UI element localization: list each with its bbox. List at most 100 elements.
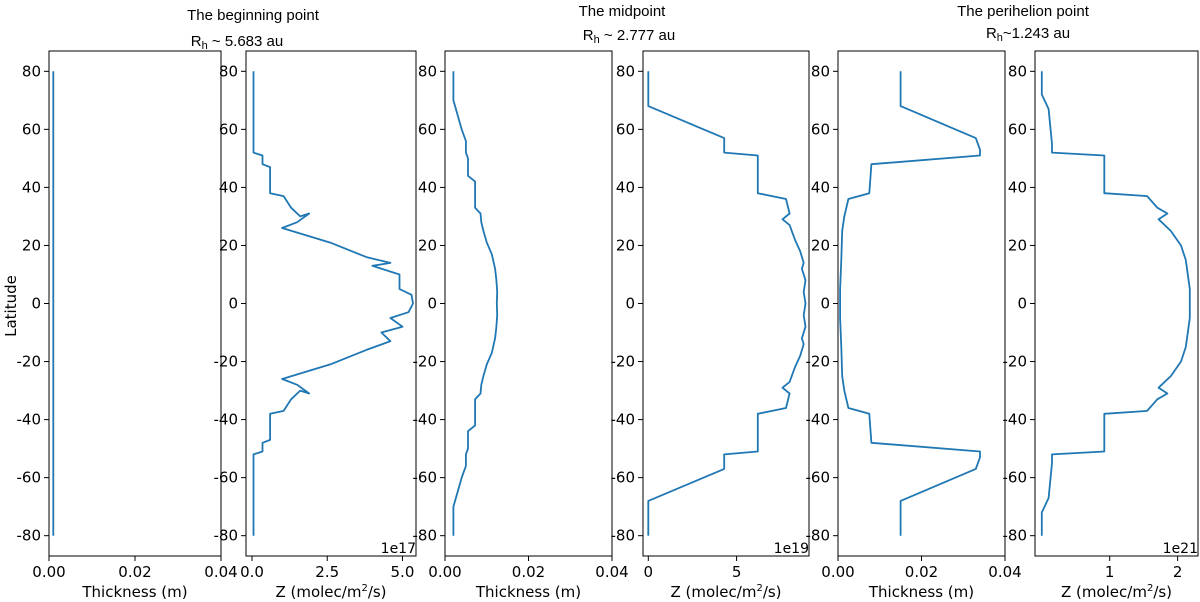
panel-3-ytick-label: 0 [427, 295, 437, 313]
panel-3-ytick-label: 80 [418, 62, 437, 80]
panel-5-series-line [839, 71, 981, 536]
panel-1-ytick-label: 80 [22, 62, 41, 80]
panel-1-ytick-label: 40 [22, 178, 41, 196]
panel-5-xlabel: Thickness (m) [868, 583, 974, 601]
panel-3-series-line [452, 71, 499, 536]
title-midpoint-line2: Rh ~ 2.777 au [583, 27, 675, 46]
panel-1-ytick-label: -20 [17, 353, 42, 371]
panel-4-ytick-label: 20 [616, 236, 635, 254]
panel-6-ytick-label: 20 [1008, 236, 1027, 254]
title-midpoint-sub: h [594, 34, 600, 46]
panel-4-ytick-label: -20 [611, 353, 636, 371]
panel-2-xtick-label: 5.0 [391, 563, 415, 581]
panel-2-xtick-label: 0.0 [240, 563, 264, 581]
panel-1: 80 60 40 20 0 -20 -40 -60 -80 0.00 0.02 0.04 Thickne… [17, 50, 238, 601]
panel-5-xtick-label: 0.00 [821, 563, 854, 581]
panel-2: 80 60 40 20 0 -20 -40 -60 -800.0 2.5 5.0 Z (molec/m… [214, 50, 417, 601]
panel-4-ytick-label: 60 [616, 120, 635, 138]
panel-5-ytick-label: -40 [806, 411, 831, 429]
panel-2-ytick-label: -40 [214, 411, 239, 429]
panel-4-ytick-label: -40 [611, 411, 636, 429]
panel-2-ytick-label: -80 [214, 527, 239, 545]
panel-1-ytick-label: 20 [22, 236, 41, 254]
panel-1-ytick-label: -40 [17, 411, 42, 429]
panel-5-ytick-label: -80 [806, 527, 831, 545]
panel-6-ytick-label: 0 [1017, 295, 1027, 313]
panel-2-ytick-label: -60 [214, 469, 239, 487]
panel-6-series-line [1040, 71, 1191, 536]
panel-5: 80 60 40 20 0 -20 -40 -60 -80 0.00 0.02 0.04 Thickne… [806, 50, 1022, 601]
panel-5-ytick-label: -20 [806, 353, 831, 371]
panel-4-frame [642, 50, 810, 557]
panel-4-ytick-label: -80 [611, 527, 636, 545]
panel-1-ytick-label: 0 [31, 295, 41, 313]
panel-3-xlabel: Thickness (m) [475, 583, 581, 601]
panel-3-xtick-label: 0.04 [595, 563, 628, 581]
panel-2-ytick-label: 60 [219, 120, 238, 138]
title-midpoint-value: ~ 2.777 au [600, 27, 675, 44]
panel-5-ytick-label: -60 [806, 469, 831, 487]
title-beginning-line1: The beginning point [187, 7, 320, 24]
title-perihelion-value: ~1.243 au [1003, 25, 1070, 42]
panel-5-ytick-label: 60 [811, 120, 830, 138]
panel-6-xtick-label: 2 [1173, 563, 1183, 581]
panel-6-frame [1034, 50, 1199, 557]
panel-3-ytick-label: -80 [413, 527, 438, 545]
panel-4-ytick-label: 40 [616, 178, 635, 196]
panel-1-xtick-label: 0.00 [32, 563, 65, 581]
panel-5-frame [837, 50, 1006, 557]
panel-3-xtick-label: 0.00 [428, 563, 461, 581]
panel-6-ytick-label: 40 [1008, 178, 1027, 196]
panel-3-frame [444, 50, 613, 557]
panel-6-offset-label: 1e21 [1163, 541, 1198, 557]
panel-5-ytick-label: 80 [811, 62, 830, 80]
title-perihelion-line1: The perihelion point [957, 3, 1090, 20]
panel-4-xlabel: Z (molec/m2/s) [670, 583, 781, 601]
panel-6-xtick-label: 1 [1105, 563, 1115, 581]
panel-1-ytick-label: 60 [22, 120, 41, 138]
title-midpoint-line1: The midpoint [579, 3, 667, 20]
panel-2-ytick-label: -20 [214, 353, 239, 371]
panel-4: 80 60 40 20 0 -20 -40 -60 -80 0 5 Z (molec/m2/s) 1e1… [611, 50, 810, 601]
panel-6-ytick-label: -40 [1003, 411, 1028, 429]
title-beginning-r: R [191, 33, 202, 50]
panel-3-ytick-label: -60 [413, 469, 438, 487]
panel-1-xtick-label: 0.02 [118, 563, 151, 581]
panel-5-xtick-label: 0.04 [988, 563, 1021, 581]
panel-3-ytick-label: -20 [413, 353, 438, 371]
panel-3-ytick-label: 60 [418, 120, 437, 138]
panel-3-ytick-label: 40 [418, 178, 437, 196]
panel-4-offset-label: 1e19 [774, 541, 809, 557]
panel-5-xtick-label: 0.02 [905, 563, 938, 581]
panel-4-xtick-label: 0 [644, 563, 654, 581]
panel-4-xtick-label: 5 [732, 563, 742, 581]
panel-2-offset-label: 1e17 [381, 541, 416, 557]
title-perihelion-line2: Rh~1.243 au [986, 25, 1070, 44]
panel-6-ytick-label: 80 [1008, 62, 1027, 80]
panel-2-ytick-label: 20 [219, 236, 238, 254]
panel-3-xtick-label: 0.02 [512, 563, 545, 581]
title-beginning-value: ~ 5.683 au [208, 33, 283, 50]
panel-1-frame [48, 50, 222, 557]
panel-4-ytick-label: 80 [616, 62, 635, 80]
panel-6-ytick-label: -20 [1003, 353, 1028, 371]
panel-3-ytick-label: -40 [413, 411, 438, 429]
title-perihelion-sub: h [997, 32, 1003, 44]
panel-2-ytick-label: 40 [219, 178, 238, 196]
panel-1-ytick-label: -80 [17, 527, 42, 545]
panel-3-ytick-label: 20 [418, 236, 437, 254]
title-beginning-line2: Rh ~ 5.683 au [191, 33, 283, 52]
panel-6-ytick-label: 60 [1008, 120, 1027, 138]
panel-6: 80 60 40 20 0 -20 -40 -60 -80 1 2Z (molec/m2/s) 1e2… [1003, 50, 1199, 601]
panel-4-ytick-label: 0 [625, 295, 635, 313]
panel-4-ytick-label: -60 [611, 469, 636, 487]
panel-2-xlabel: Z (molec/m2/s) [275, 583, 386, 601]
panel-5-ytick-label: 40 [811, 178, 830, 196]
panel-1-xtick-label: 0.04 [204, 563, 237, 581]
panel-2-ytick-label: 80 [219, 62, 238, 80]
panel-6-ytick-label: -80 [1003, 527, 1028, 545]
panel-2-series-line [252, 71, 414, 536]
panel-2-xtick-label: 2.5 [315, 563, 339, 581]
panel-4-series-line [647, 71, 807, 536]
